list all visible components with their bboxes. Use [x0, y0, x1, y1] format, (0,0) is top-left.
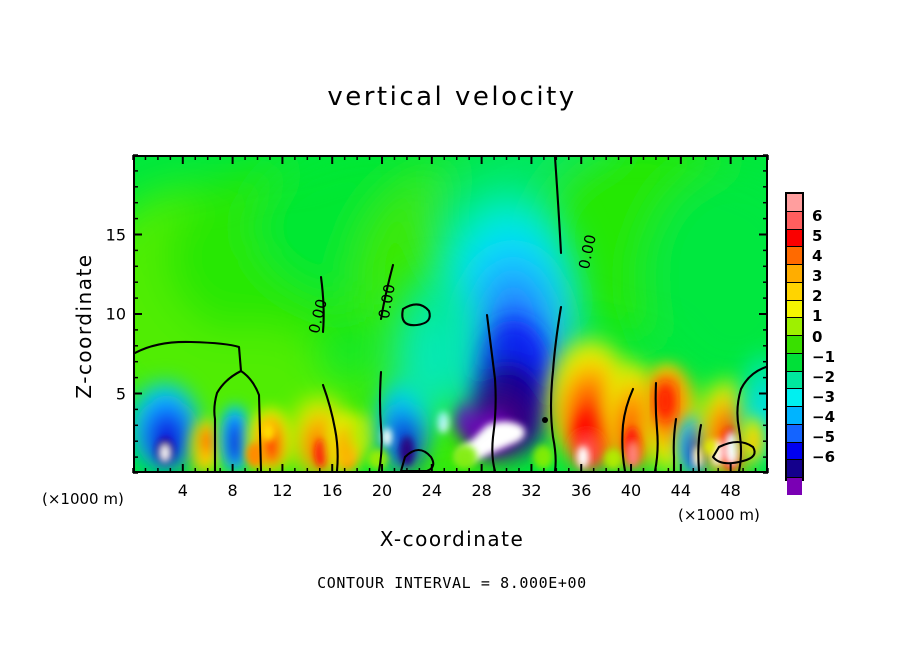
colorbar-swatch: [787, 460, 802, 478]
colorbar-swatch: [787, 265, 802, 283]
x-tick-label: 28: [471, 481, 492, 500]
colorbar-tick-label: −5: [812, 427, 836, 446]
colorbar-swatch: [787, 371, 802, 390]
colorbar-tick-label: 5: [812, 227, 823, 246]
colorbar-tick-label: −1: [812, 347, 836, 366]
colorbar-tick-label: −2: [812, 367, 836, 386]
colorbar-swatch: [787, 353, 802, 372]
x-axis-title: X-coordinate: [379, 527, 525, 551]
colorbar-tick-label: −3: [812, 387, 836, 406]
x-axis-unit-left: (×1000 m): [42, 490, 124, 508]
colorbar-swatch: [787, 389, 802, 407]
colorbar-tick-label: −4: [812, 407, 836, 426]
x-tick-label: 20: [371, 481, 393, 500]
colorbar: [785, 192, 804, 495]
colorbar-tick-label: 6: [812, 207, 823, 226]
colorbar-tick-label: 3: [812, 267, 823, 286]
x-tick-label: 44: [670, 481, 692, 500]
colorbar-swatch: [787, 211, 802, 230]
x-tick-label: 48: [720, 481, 741, 500]
colorbar-swatch: [787, 424, 802, 443]
y-tick-label: 5: [115, 384, 126, 403]
colorbar-swatch: [787, 282, 802, 301]
colorbar-tick-label: 1: [812, 307, 823, 326]
x-tick-label: 40: [620, 481, 642, 500]
colorbar-swatch: [787, 318, 802, 336]
vertical-velocity-field: [135, 157, 766, 471]
contour-interval-caption: CONTOUR INTERVAL = 8.000E+00: [317, 574, 587, 592]
chart-title: vertical velocity: [327, 82, 577, 112]
colorbar-swatch: [787, 229, 802, 248]
y-tick-label: 10: [105, 304, 126, 324]
x-tick-label: 4: [177, 481, 188, 500]
colorbar-swatch: [787, 407, 802, 425]
x-tick-label: 36: [571, 481, 592, 500]
y-tick-label: 15: [105, 225, 126, 244]
colorbar-swatch: [787, 247, 802, 265]
contour-plot-area: 0.00 0.00 0.00: [133, 155, 768, 473]
y-axis-title: Z-coordinate: [72, 253, 96, 399]
x-tick-label: 32: [521, 481, 542, 500]
x-tick-label: 24: [421, 481, 442, 500]
colorbar-swatch: [787, 442, 802, 461]
colorbar-swatch: [787, 194, 802, 212]
colorbar-tick-label: 2: [812, 287, 823, 306]
x-tick-label: 8: [227, 481, 238, 500]
x-tick-label: 12: [272, 481, 293, 500]
colorbar-tick-label: 4: [812, 247, 823, 266]
colorbar-tick-label: −6: [812, 447, 836, 466]
colorbar-swatch: [787, 336, 802, 354]
x-tick-label: 16: [322, 481, 343, 500]
colorbar-tick-label: 0: [812, 327, 823, 346]
colorbar-swatch: [787, 300, 802, 319]
x-axis-unit-right: (×1000 m): [678, 506, 760, 524]
colorbar-swatch: [787, 478, 802, 495]
